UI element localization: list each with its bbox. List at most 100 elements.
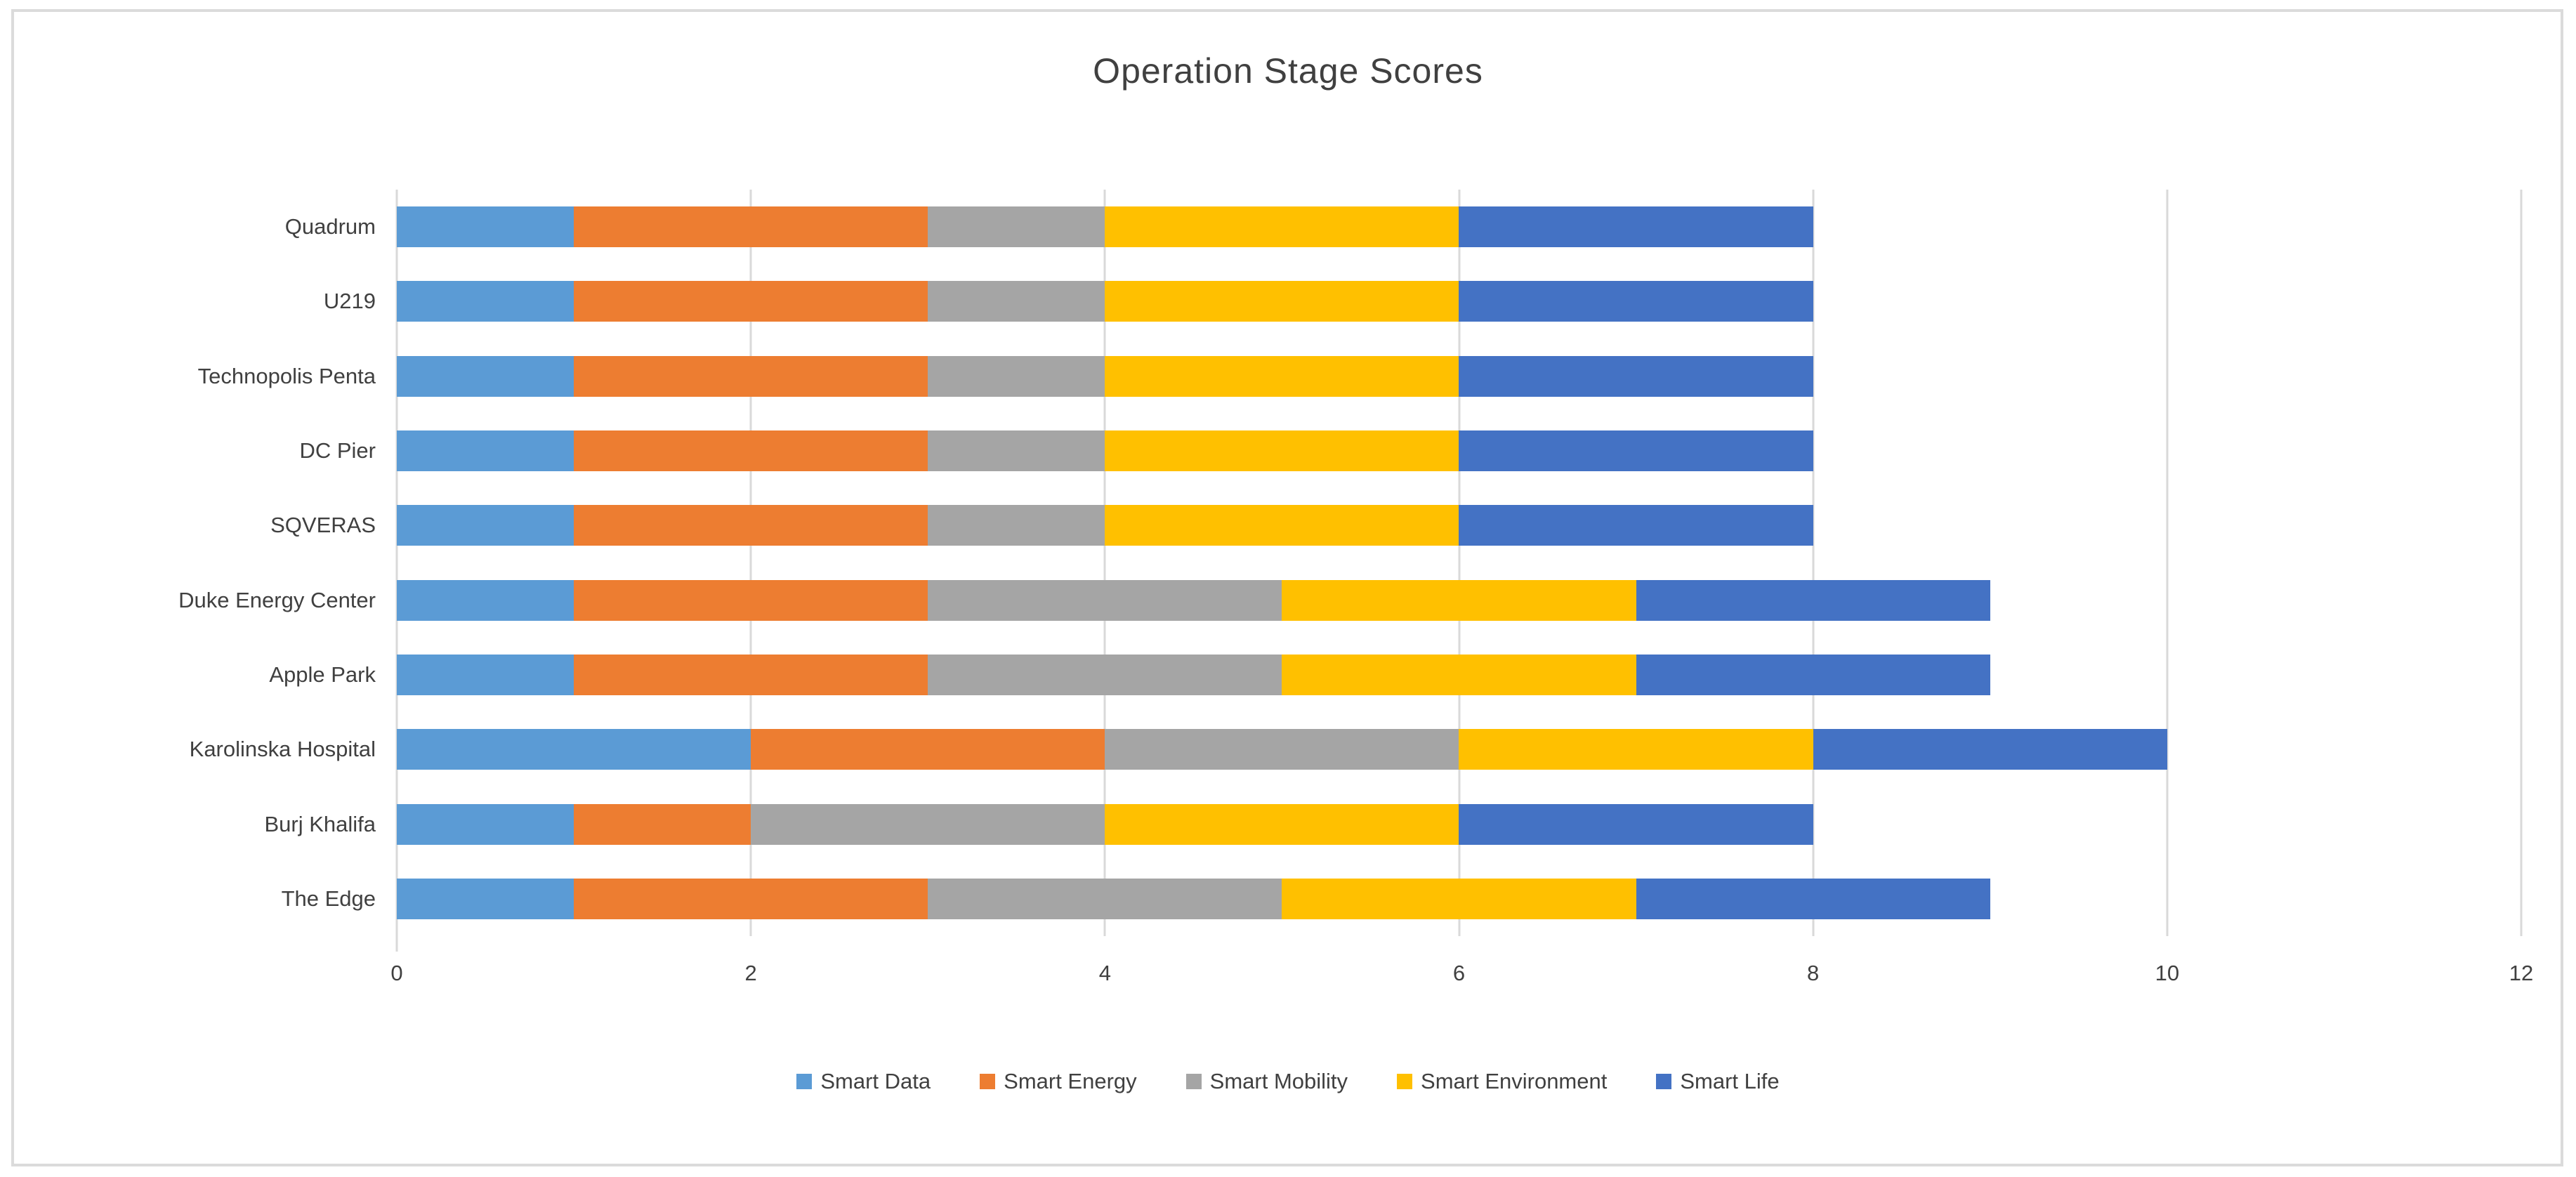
legend-item: Smart Mobility (1185, 1069, 1348, 1094)
legend-label: Smart Mobility (1209, 1069, 1348, 1093)
category-label: Apple Park (269, 662, 376, 687)
category-axis-labels: Quadrum U219 Technopolis Penta DC Pier SQVER… (56, 190, 376, 936)
bar-segment (574, 430, 928, 472)
x-tick-label: 12 (2509, 961, 2534, 985)
bar-segment (574, 281, 928, 322)
bar-segment (397, 355, 574, 397)
x-tick-label: 0 (390, 961, 403, 985)
bar-row (397, 638, 2521, 712)
bar-segment (397, 281, 574, 322)
legend-label: Smart Life (1680, 1069, 1780, 1093)
bar-segment (1459, 803, 1813, 845)
bar-segment (397, 579, 574, 621)
bar-segment (397, 505, 574, 546)
gridline (2520, 190, 2523, 936)
gridline (749, 190, 752, 936)
category-label: Duke Energy Center (178, 587, 376, 612)
gridline (1458, 190, 1460, 936)
bar-segment (1459, 206, 1813, 248)
bar-segment (1459, 355, 1813, 397)
category-label: DC Pier (299, 438, 376, 463)
legend-item: Smart Life (1656, 1069, 1780, 1094)
legend: Smart Data Smart Energy Smart Mobility Smar… (0, 1069, 2576, 1094)
bar-row (397, 862, 2521, 936)
bar-segment (928, 579, 1282, 621)
bar-segment (574, 355, 928, 397)
bar-segment (1459, 430, 1813, 472)
bar-segment (1282, 654, 1636, 695)
bar-row (397, 264, 2521, 338)
bar-segment (751, 729, 1105, 770)
stacked-bar (397, 729, 2521, 770)
category-label: U219 (323, 289, 376, 314)
bar-segment (1105, 430, 1459, 472)
legend-label: Smart Data (820, 1069, 931, 1093)
x-tick-label: 2 (744, 961, 757, 985)
bar-row (397, 563, 2521, 637)
bar-segment (574, 206, 928, 248)
category-label: Karolinska Hospital (189, 737, 376, 762)
legend-label: Smart Environment (1421, 1069, 1608, 1093)
bar-row (397, 339, 2521, 414)
bar-segment (1105, 803, 1459, 845)
x-tick-label: 4 (1098, 961, 1111, 985)
bar-row (397, 190, 2521, 264)
gridline (1103, 190, 1106, 936)
category-label: Quadrum (284, 214, 376, 239)
legend-item: Smart Data (796, 1069, 931, 1094)
bar-segment (1105, 355, 1459, 397)
bar-segment (928, 355, 1105, 397)
legend-swatch (1656, 1074, 1672, 1089)
bar-segment (1636, 878, 1990, 919)
bar-segment (574, 803, 751, 845)
bar-segment (1105, 729, 1459, 770)
bar-segment (928, 654, 1282, 695)
gridline (1812, 190, 1815, 936)
bar-segment (1636, 654, 1990, 695)
legend-swatch (980, 1074, 996, 1089)
bar-segment (1105, 206, 1459, 248)
plot-area (395, 190, 2523, 952)
bar-segment (397, 654, 574, 695)
x-tick-label: 6 (1452, 961, 1466, 985)
legend-swatch (1397, 1074, 1413, 1089)
bar-segment (397, 803, 574, 845)
bar-segment (1459, 729, 1813, 770)
bar-segment (928, 281, 1105, 322)
x-tick-label: 10 (2155, 961, 2180, 985)
bar-row (397, 787, 2521, 861)
bar-segment (928, 878, 1282, 919)
bar-segment (397, 729, 751, 770)
stacked-bar (397, 654, 2521, 695)
bar-segment (574, 579, 928, 621)
bar-segment (928, 505, 1105, 546)
bar-segment (1813, 729, 2167, 770)
stacked-bar (397, 430, 2521, 472)
category-label: The Edge (281, 886, 376, 911)
bar-segment (928, 206, 1105, 248)
gridline (2166, 190, 2169, 936)
bar-row (397, 414, 2521, 488)
legend-swatch (1185, 1074, 1202, 1089)
bar-segment (1459, 505, 1813, 546)
bar-row (397, 488, 2521, 563)
bar-segment (574, 878, 928, 919)
legend-item: Smart Energy (980, 1069, 1137, 1094)
bar-segment (574, 654, 928, 695)
bar-segment (1636, 579, 1990, 621)
chart-title: Operation Stage Scores (1093, 51, 1483, 91)
x-tick-label: 8 (1807, 961, 1820, 985)
category-label: SQVERAS (270, 513, 376, 538)
bar-segment (1282, 579, 1636, 621)
category-label: Burj Khalifa (264, 811, 376, 836)
legend-item: Smart Environment (1397, 1069, 1607, 1094)
bar-segment (397, 206, 574, 248)
stacked-bar (397, 355, 2521, 397)
bar-segment (1105, 505, 1459, 546)
legend-swatch (796, 1074, 813, 1089)
legend-label: Smart Energy (1004, 1069, 1137, 1093)
bar-segment (574, 505, 928, 546)
bar-segment (1459, 281, 1813, 322)
stacked-bar (397, 206, 2521, 248)
bar-segment (397, 878, 574, 919)
